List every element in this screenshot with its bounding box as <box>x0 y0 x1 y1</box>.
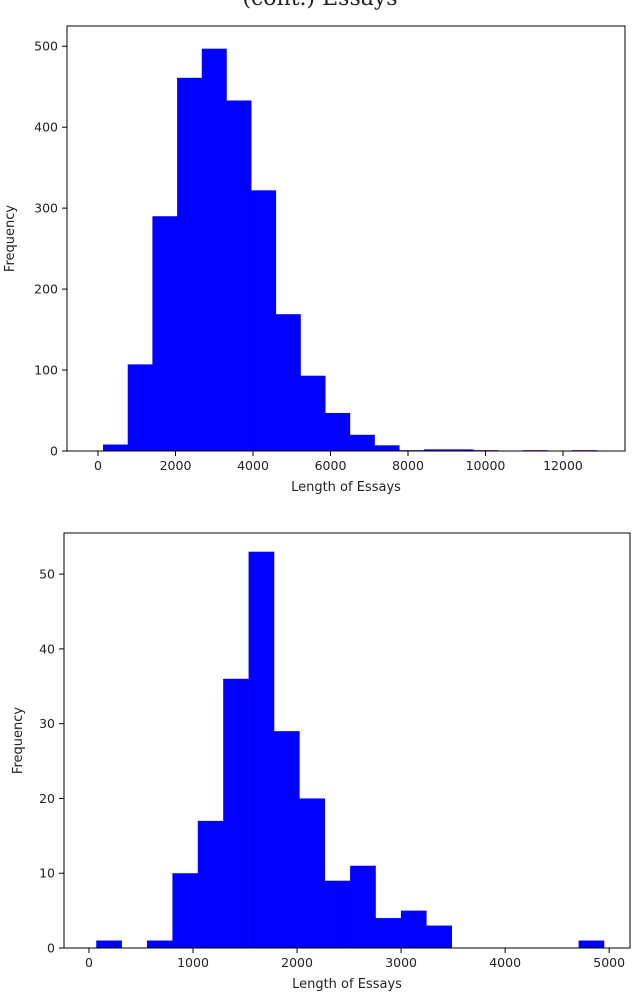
x-tick-label: 10000 <box>466 458 506 473</box>
histogram-bar <box>350 865 376 948</box>
y-tick-label: 50 <box>39 567 55 582</box>
histogram-bar <box>325 412 351 451</box>
histogram-bar <box>324 880 351 948</box>
y-tick-label: 200 <box>34 282 58 297</box>
histogram-bar <box>349 434 375 451</box>
x-tick-label: 0 <box>94 458 102 473</box>
histogram-bottom: 0 1000 2000 3000 4000 5000 0 10 20 30 40 50 Length o… <box>11 532 631 992</box>
page-heading-fragment: (cont.) Essays <box>0 0 640 11</box>
histogram-bar <box>448 449 474 451</box>
histogram-bar <box>374 445 400 451</box>
histogram-bar <box>423 449 449 451</box>
histogram-bar <box>127 364 153 451</box>
histogram-bar <box>273 731 300 948</box>
histogram-bar <box>152 216 178 451</box>
histogram-bar <box>275 314 301 451</box>
histogram-bar <box>223 678 249 948</box>
y-tick-label: 100 <box>34 363 58 378</box>
histogram-bar <box>300 375 326 451</box>
histogram-bar <box>578 940 605 948</box>
y-tick-label: 400 <box>34 120 58 135</box>
x-tick-label: 4000 <box>489 955 521 970</box>
histogram-bar <box>201 48 227 452</box>
x-tick-label: 2000 <box>160 458 192 473</box>
x-tick-label: 6000 <box>315 458 347 473</box>
y-tick-label: 30 <box>39 716 55 731</box>
x-axis-label: Length of Essays <box>291 480 401 495</box>
histogram-bar <box>226 100 252 451</box>
histogram-bar <box>400 910 427 948</box>
histogram-bar <box>299 798 326 948</box>
y-axis-label: Frequency <box>11 707 26 774</box>
x-tick-label: 12000 <box>543 458 583 473</box>
histogram-bar <box>177 77 203 452</box>
histogram-bar <box>172 873 199 948</box>
x-tick-label: 1000 <box>177 955 209 970</box>
x-tick-label: 0 <box>85 955 93 970</box>
plot-frame <box>63 532 631 949</box>
histogram-bar <box>426 925 452 948</box>
y-tick-label: 0 <box>47 941 55 956</box>
histogram-bar <box>96 940 122 948</box>
y-axis-label: Frequency <box>3 205 18 272</box>
x-tick-label: 4000 <box>237 458 269 473</box>
x-tick-label: 2000 <box>281 955 313 970</box>
histogram-bar <box>251 190 277 452</box>
y-tick-label: 0 <box>50 444 58 459</box>
histogram-top: 0 2000 4000 6000 8000 10000 12000 0 100 200 300 400… <box>3 25 626 495</box>
histogram-bar <box>103 444 129 451</box>
y-tick-label: 500 <box>34 39 58 54</box>
histogram-bar <box>197 820 224 948</box>
y-tick-label: 40 <box>39 641 55 656</box>
x-tick-label: 8000 <box>392 458 424 473</box>
y-tick-label: 300 <box>34 201 58 216</box>
x-axis-label: Length of Essays <box>292 977 402 992</box>
histogram-bar <box>375 918 402 948</box>
histogram-bar <box>147 940 173 948</box>
y-tick-label: 20 <box>39 791 55 806</box>
histogram-bar <box>248 551 275 948</box>
x-tick-label: 3000 <box>385 955 417 970</box>
y-tick-label: 10 <box>39 866 55 881</box>
x-tick-label: 5000 <box>593 955 625 970</box>
plot-frame <box>66 25 626 452</box>
